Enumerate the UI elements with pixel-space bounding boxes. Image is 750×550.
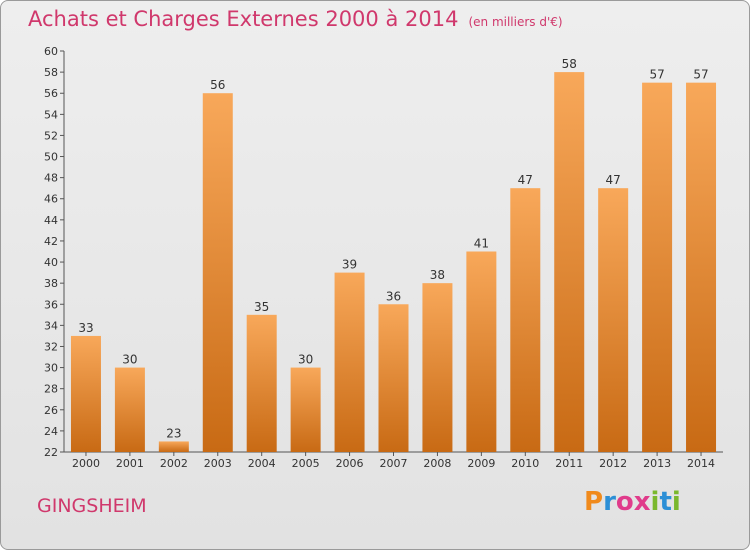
- x-tick-label: 2013: [643, 457, 671, 470]
- x-tick-label: 2012: [599, 457, 627, 470]
- bar-value-label: 58: [562, 57, 577, 71]
- x-tick-label: 2009: [467, 457, 495, 470]
- y-tick-label: 22: [44, 446, 58, 459]
- y-tick-label: 40: [44, 256, 58, 269]
- x-tick-label: 2002: [160, 457, 188, 470]
- x-tick-label: 2004: [248, 457, 276, 470]
- bar: [422, 283, 453, 452]
- y-tick-label: 24: [44, 425, 58, 438]
- logo-letter: i: [671, 487, 681, 517]
- x-tick-label: 2006: [336, 457, 364, 470]
- proxiti-logo[interactable]: Proxiti: [584, 487, 681, 517]
- label-layer: 33 30 23 56 35 30 39 36 38 41 47 58 47 57 57: [78, 57, 708, 440]
- bar-value-label: 47: [518, 173, 533, 187]
- y-tick-label: 56: [44, 87, 58, 100]
- bar-value-label: 47: [606, 173, 621, 187]
- bar: [70, 335, 101, 452]
- y-tick-label: 36: [44, 298, 58, 311]
- logo-letter: t: [659, 487, 672, 517]
- y-tick-label: 52: [44, 129, 58, 142]
- y-tick-label: 44: [44, 214, 58, 227]
- logo-letter: r: [603, 487, 616, 517]
- bar-value-label: 36: [386, 289, 401, 303]
- bar-layer: [70, 72, 717, 453]
- y-tick-label: 60: [44, 45, 58, 58]
- bar-value-label: 57: [693, 68, 708, 82]
- bar-value-label: 56: [210, 78, 225, 92]
- bar: [290, 367, 321, 452]
- bar: [202, 93, 233, 453]
- bar: [378, 304, 409, 452]
- chart-subtitle: (en milliers d'€): [468, 15, 563, 29]
- y-tick-label: 50: [44, 151, 58, 164]
- chart-title: Achats et Charges Externes 2000 à 2014: [28, 7, 459, 31]
- bar-value-label: 23: [166, 426, 181, 440]
- x-tick-label: 2001: [116, 457, 144, 470]
- bar: [334, 272, 365, 452]
- y-tick-label: 38: [44, 277, 58, 290]
- city-name: GINGSHEIM: [37, 495, 147, 517]
- bar: [598, 188, 629, 452]
- bar: [554, 72, 585, 453]
- bar-value-label: 39: [342, 258, 357, 272]
- x-tick-label: 2008: [423, 457, 451, 470]
- logo-letter: o: [615, 487, 634, 517]
- bar: [510, 188, 541, 452]
- x-tick-label: 2005: [292, 457, 320, 470]
- bar: [158, 441, 189, 452]
- logo-letter: i: [650, 487, 660, 517]
- y-tick-label: 28: [44, 383, 58, 396]
- bar-value-label: 38: [430, 268, 445, 282]
- bar: [642, 82, 673, 452]
- logo-letter: x: [633, 487, 651, 517]
- bar-value-label: 35: [254, 300, 269, 314]
- x-tick-label: 2014: [687, 457, 715, 470]
- bar-value-label: 41: [474, 237, 489, 251]
- y-tick-label: 54: [44, 108, 58, 121]
- bar: [686, 82, 717, 452]
- bar: [466, 251, 497, 452]
- y-tick-label: 30: [44, 362, 58, 375]
- axis-layer: 22 24 26 28 30 32 34 36 38 40 42 44 46 48 50 52 54 56 58 60…: [44, 45, 723, 470]
- bar: [246, 314, 277, 452]
- y-tick-label: 34: [44, 319, 58, 332]
- y-tick-label: 58: [44, 66, 58, 79]
- x-tick-label: 2007: [380, 457, 408, 470]
- bar: [114, 367, 145, 452]
- logo-letter: P: [584, 487, 604, 517]
- bar-value-label: 57: [649, 68, 664, 82]
- y-tick-label: 26: [44, 404, 58, 417]
- y-tick-label: 46: [44, 193, 58, 206]
- bar-value-label: 30: [298, 353, 313, 367]
- title-row: Achats et Charges Externes 2000 à 2014 (e…: [28, 7, 563, 31]
- y-tick-label: 48: [44, 172, 58, 185]
- y-tick-label: 32: [44, 340, 58, 353]
- bar-value-label: 30: [122, 353, 137, 367]
- x-tick-label: 2003: [204, 457, 232, 470]
- x-tick-label: 2000: [72, 457, 100, 470]
- x-tick-label: 2010: [511, 457, 539, 470]
- bar-value-label: 33: [78, 321, 93, 335]
- x-tick-label: 2011: [555, 457, 583, 470]
- y-tick-label: 42: [44, 235, 58, 248]
